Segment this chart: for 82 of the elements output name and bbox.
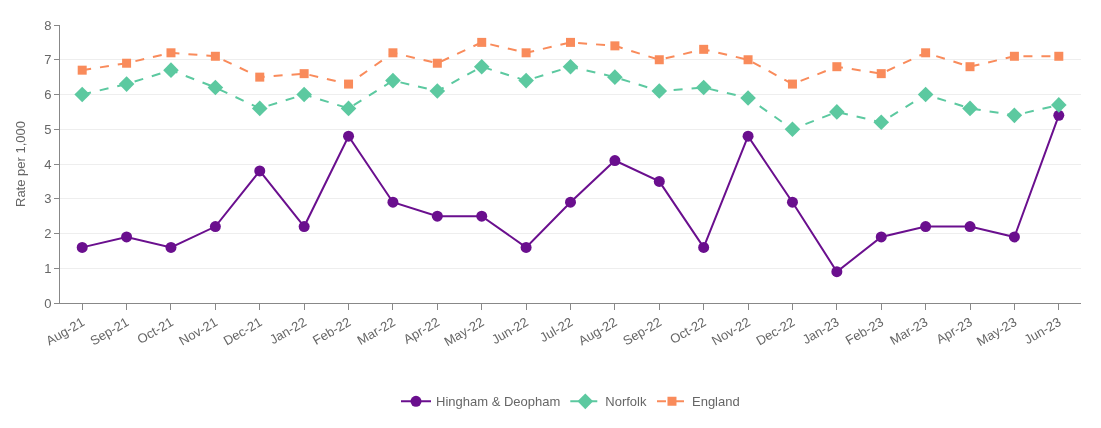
point	[209, 221, 221, 233]
point	[473, 58, 490, 75]
point	[207, 79, 224, 96]
point	[695, 79, 712, 96]
y-tick-label: 7	[44, 52, 52, 68]
point	[873, 114, 890, 131]
point	[1006, 107, 1023, 124]
point	[385, 72, 401, 89]
point	[610, 41, 620, 51]
point	[340, 100, 357, 117]
point	[432, 58, 442, 68]
point	[875, 231, 887, 243]
point	[429, 83, 446, 99]
point	[964, 221, 976, 233]
point	[743, 55, 753, 65]
point	[829, 104, 845, 120]
legend-label: Norfolk	[605, 394, 647, 410]
point	[566, 37, 575, 47]
point	[786, 196, 798, 208]
legend-label: Hingham & Deopham	[436, 394, 561, 410]
y-axis-title: Rate per 1,000	[13, 120, 29, 208]
point	[163, 62, 179, 78]
legend-label: England	[691, 394, 740, 410]
y-tick-label: 5	[44, 121, 52, 137]
point	[210, 51, 220, 61]
point	[876, 69, 886, 79]
point	[76, 241, 88, 253]
point	[254, 165, 266, 177]
point	[521, 48, 531, 58]
point	[121, 231, 133, 243]
point	[387, 196, 399, 208]
y-tick-label: 1	[44, 260, 52, 276]
point	[562, 58, 579, 75]
y-tick-label: 2	[44, 226, 52, 242]
point	[609, 155, 621, 167]
point	[343, 130, 355, 142]
point	[344, 79, 354, 89]
point	[296, 86, 312, 103]
point	[77, 65, 87, 75]
point	[298, 221, 310, 233]
y-tick-label: 4	[44, 156, 52, 172]
point	[251, 100, 268, 117]
point	[518, 72, 534, 89]
point	[1051, 97, 1067, 113]
point	[965, 62, 975, 72]
point	[742, 130, 754, 142]
point	[920, 221, 932, 233]
point	[651, 83, 668, 99]
point	[962, 100, 978, 117]
point	[740, 90, 756, 106]
point	[653, 175, 665, 187]
point	[787, 79, 797, 89]
point	[1008, 231, 1020, 243]
y-tick-label: 3	[44, 191, 52, 207]
y-tick-label: 6	[44, 87, 52, 103]
point	[476, 210, 488, 222]
point	[431, 210, 443, 222]
point	[921, 48, 931, 58]
point	[1009, 51, 1019, 61]
point	[165, 241, 177, 253]
point	[917, 86, 934, 103]
y-tick-label: 0	[44, 295, 52, 311]
point	[520, 241, 532, 253]
point	[699, 44, 709, 54]
point	[607, 69, 623, 85]
point	[831, 266, 843, 278]
y-tick-label: 8	[44, 17, 52, 33]
point	[832, 62, 842, 72]
point	[784, 121, 801, 138]
point	[1053, 109, 1065, 121]
point	[299, 69, 309, 79]
point	[565, 196, 576, 208]
point	[477, 37, 487, 47]
point	[118, 76, 135, 92]
point	[388, 48, 398, 58]
point	[166, 48, 176, 58]
point	[122, 58, 132, 68]
point	[74, 86, 90, 103]
point	[255, 72, 265, 82]
point	[654, 55, 664, 65]
point	[1054, 51, 1064, 61]
point	[698, 241, 710, 253]
